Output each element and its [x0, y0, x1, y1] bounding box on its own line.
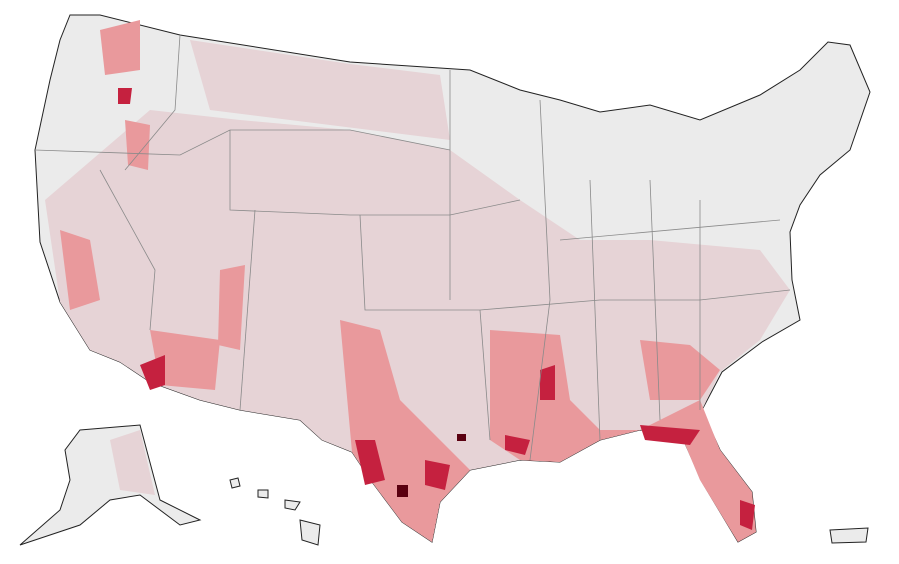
- puerto-rico: [829, 527, 869, 544]
- county-region: [190, 40, 450, 140]
- state-lines: [34, 34, 791, 461]
- county-cluster: [425, 460, 450, 490]
- county-cluster: [397, 485, 408, 497]
- county-cluster: [740, 500, 755, 530]
- county-cluster: [150, 330, 220, 390]
- alaska: [19, 424, 202, 546]
- county-cluster: [355, 440, 385, 485]
- county-cluster: [60, 230, 100, 310]
- county-cluster: [218, 265, 245, 350]
- county-cluster: [118, 88, 132, 104]
- county-cluster: [490, 330, 756, 542]
- hawaii: [229, 477, 321, 546]
- county-cluster: [100, 20, 140, 75]
- county-cluster: [125, 120, 150, 170]
- island: [299, 519, 321, 546]
- county-cluster: [140, 355, 165, 390]
- county-cluster: [640, 425, 700, 445]
- county-cluster: [540, 365, 555, 400]
- county-cluster: [457, 434, 466, 441]
- county-cluster: [505, 435, 530, 455]
- island: [257, 489, 269, 499]
- alaska-region: [110, 430, 155, 495]
- island: [284, 499, 301, 511]
- island: [229, 477, 241, 489]
